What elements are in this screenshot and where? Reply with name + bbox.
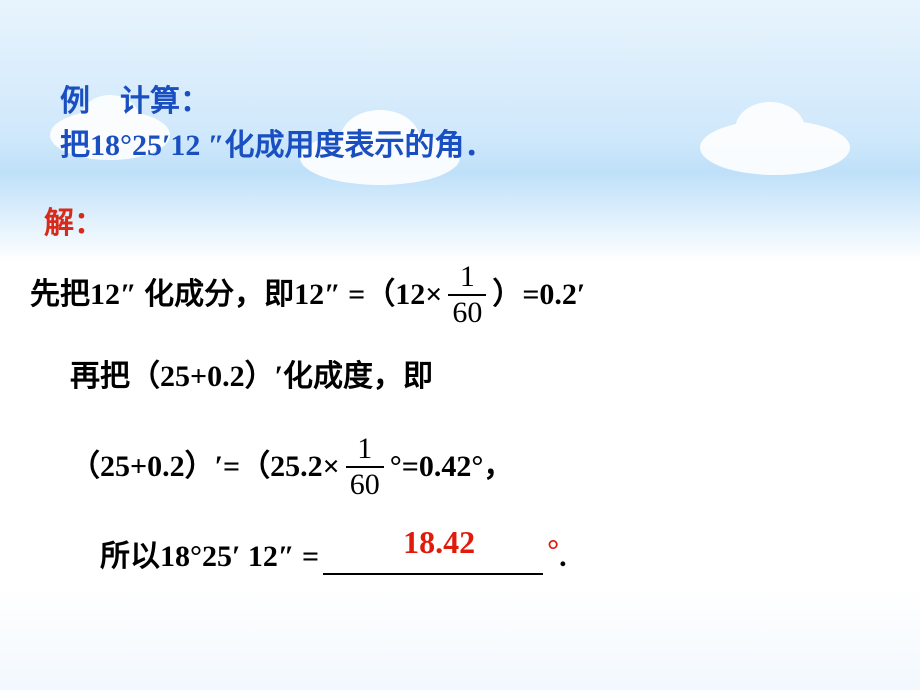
fraction-denominator: 60 xyxy=(448,294,486,328)
step-3: （25+0.2）′=（25.2× 1 60 °=0.42°， xyxy=(70,434,890,500)
step-1: 先把12″ 化成分，即12″ =（12× 1 60 ）=0.2′ xyxy=(30,262,890,328)
example-label: 例 计算： xyxy=(60,80,890,124)
problem-statement: 把18°25′12 ″化成用度表示的角． xyxy=(60,124,890,168)
fraction-numerator: 1 xyxy=(351,434,378,466)
step4-text-b: . xyxy=(559,528,567,586)
answer-value: 18.42 xyxy=(403,513,475,571)
fraction-1-60: 1 60 xyxy=(346,434,384,500)
answer-degree: ° xyxy=(547,522,559,580)
solution-label: 解： xyxy=(44,198,890,242)
answer-blank: 18.42 xyxy=(323,539,543,575)
step1-text-b: ）=0.2′ xyxy=(492,266,585,324)
step-2: 再把（25+0.2）′化成度，即 xyxy=(70,348,890,406)
step3-text-b: °=0.42°， xyxy=(390,438,514,496)
step-4: 所以18°25′ 12″ = 18.42 ° . xyxy=(100,528,890,586)
step1-text-a: 先把12″ 化成分，即12″ =（12× xyxy=(30,266,442,324)
fraction-1-60: 1 60 xyxy=(448,262,486,328)
slide-content: 例 计算： 把18°25′12 ″化成用度表示的角． 解： 先把12″ 化成分，… xyxy=(0,0,920,586)
step4-text-a: 所以18°25′ 12″ = xyxy=(100,528,319,586)
step3-text-a: （25+0.2）′=（25.2× xyxy=(70,438,340,496)
fraction-numerator: 1 xyxy=(454,262,481,294)
fraction-denominator: 60 xyxy=(346,466,384,500)
